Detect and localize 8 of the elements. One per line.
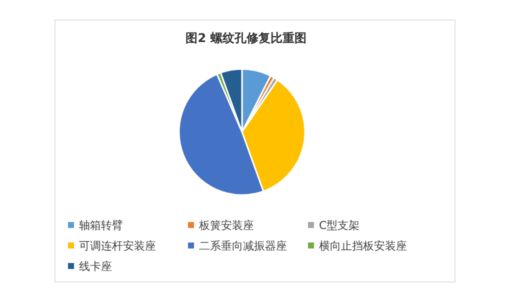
- legend-label: 二系垂向减振器座: [199, 240, 287, 252]
- legend-label: 横向止挡板安装座: [319, 240, 407, 252]
- legend-label: C型支架: [319, 219, 360, 232]
- legend-label: 可调连杆安装座: [79, 240, 156, 252]
- legend-label: 线卡座: [79, 260, 112, 273]
- legend-label: 轴箱转臂: [79, 219, 123, 232]
- chart-title: 图2 螺纹孔修复比重图: [186, 31, 306, 45]
- legend-label: 板簧安装座: [198, 219, 254, 232]
